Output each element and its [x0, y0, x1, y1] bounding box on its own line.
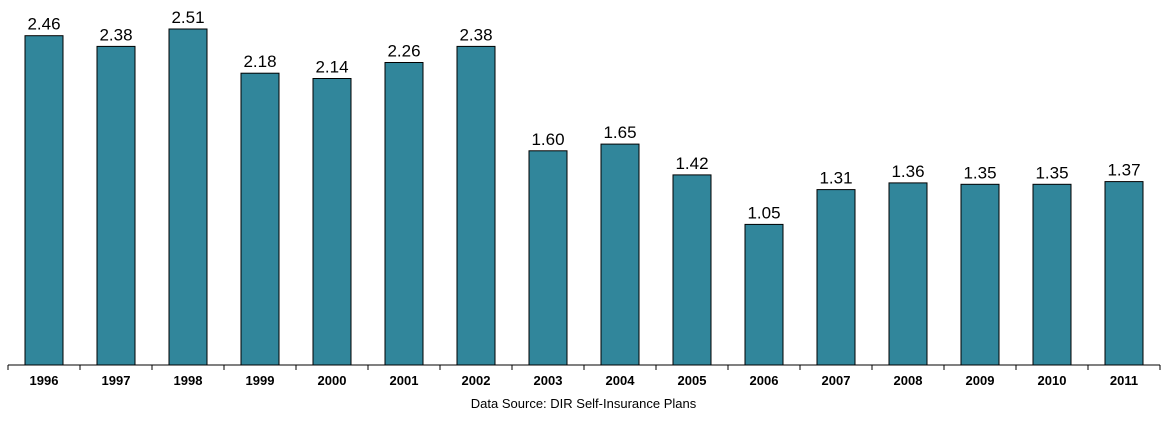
bar-2009 — [960, 183, 1000, 366]
bar-1996 — [24, 35, 64, 366]
value-label-1996: 2.46 — [27, 15, 60, 34]
bar-2006 — [744, 223, 784, 366]
x-tick-label-2008: 2008 — [894, 373, 923, 388]
x-tick-label-2002: 2002 — [462, 373, 491, 388]
x-tick-label-1996: 1996 — [30, 373, 59, 388]
bar-2004 — [600, 143, 640, 366]
bar-2010 — [1032, 183, 1072, 366]
x-tick-label-2006: 2006 — [750, 373, 779, 388]
value-label-2009: 1.35 — [963, 163, 996, 182]
x-tick-label-2004: 2004 — [606, 373, 636, 388]
bar-2000 — [312, 78, 352, 366]
value-label-2006: 1.05 — [747, 203, 780, 222]
bar-2008 — [888, 182, 928, 366]
value-labels-group: 2.46 2.38 2.51 2.18 2.14 2.26 2.38 1.60 1.65 1.42… — [27, 8, 1140, 222]
bar-1997 — [96, 45, 136, 366]
bar-2001 — [384, 62, 424, 366]
value-label-2010: 1.35 — [1035, 163, 1068, 182]
bar-1999 — [240, 72, 280, 366]
x-tick-label-2005: 2005 — [678, 373, 707, 388]
bar-2011 — [1104, 181, 1144, 366]
bar-2007 — [816, 189, 856, 366]
value-label-2002: 2.38 — [459, 25, 492, 44]
value-label-1999: 2.18 — [243, 52, 276, 71]
data-source-note: Data Source: DIR Self-Insurance Plans — [470, 396, 697, 411]
x-tick-label-2009: 2009 — [966, 373, 995, 388]
x-tick-label-2000: 2000 — [318, 373, 347, 388]
value-label-2001: 2.26 — [387, 42, 420, 61]
value-label-1998: 2.51 — [171, 8, 204, 27]
value-label-1997: 2.38 — [99, 25, 132, 44]
bar-2002 — [456, 45, 496, 366]
x-tick-label-2001: 2001 — [390, 373, 419, 388]
bar-2003 — [528, 150, 568, 366]
bar-2005 — [672, 174, 712, 366]
x-axis-tick-labels: 1996 1997 1998 1999 2000 2001 2002 2003 2004 2005… — [30, 373, 1139, 388]
x-tick-label-1998: 1998 — [174, 373, 203, 388]
x-tick-label-1999: 1999 — [246, 373, 275, 388]
value-label-2003: 1.60 — [531, 130, 564, 149]
bars-group — [24, 28, 1144, 366]
value-label-2008: 1.36 — [891, 162, 924, 181]
bar-1998 — [168, 28, 208, 366]
value-label-2005: 1.42 — [675, 154, 708, 173]
x-tick-label-1997: 1997 — [102, 373, 131, 388]
x-tick-label-2007: 2007 — [822, 373, 851, 388]
value-label-2007: 1.31 — [819, 169, 852, 188]
x-tick-label-2003: 2003 — [534, 373, 563, 388]
value-label-2011: 1.37 — [1107, 161, 1140, 180]
x-axis-ticks — [7, 365, 1161, 370]
x-tick-label-2010: 2010 — [1038, 373, 1067, 388]
value-label-2000: 2.14 — [315, 58, 348, 77]
value-label-2004: 1.65 — [603, 123, 636, 142]
x-tick-label-2011: 2011 — [1110, 373, 1138, 388]
